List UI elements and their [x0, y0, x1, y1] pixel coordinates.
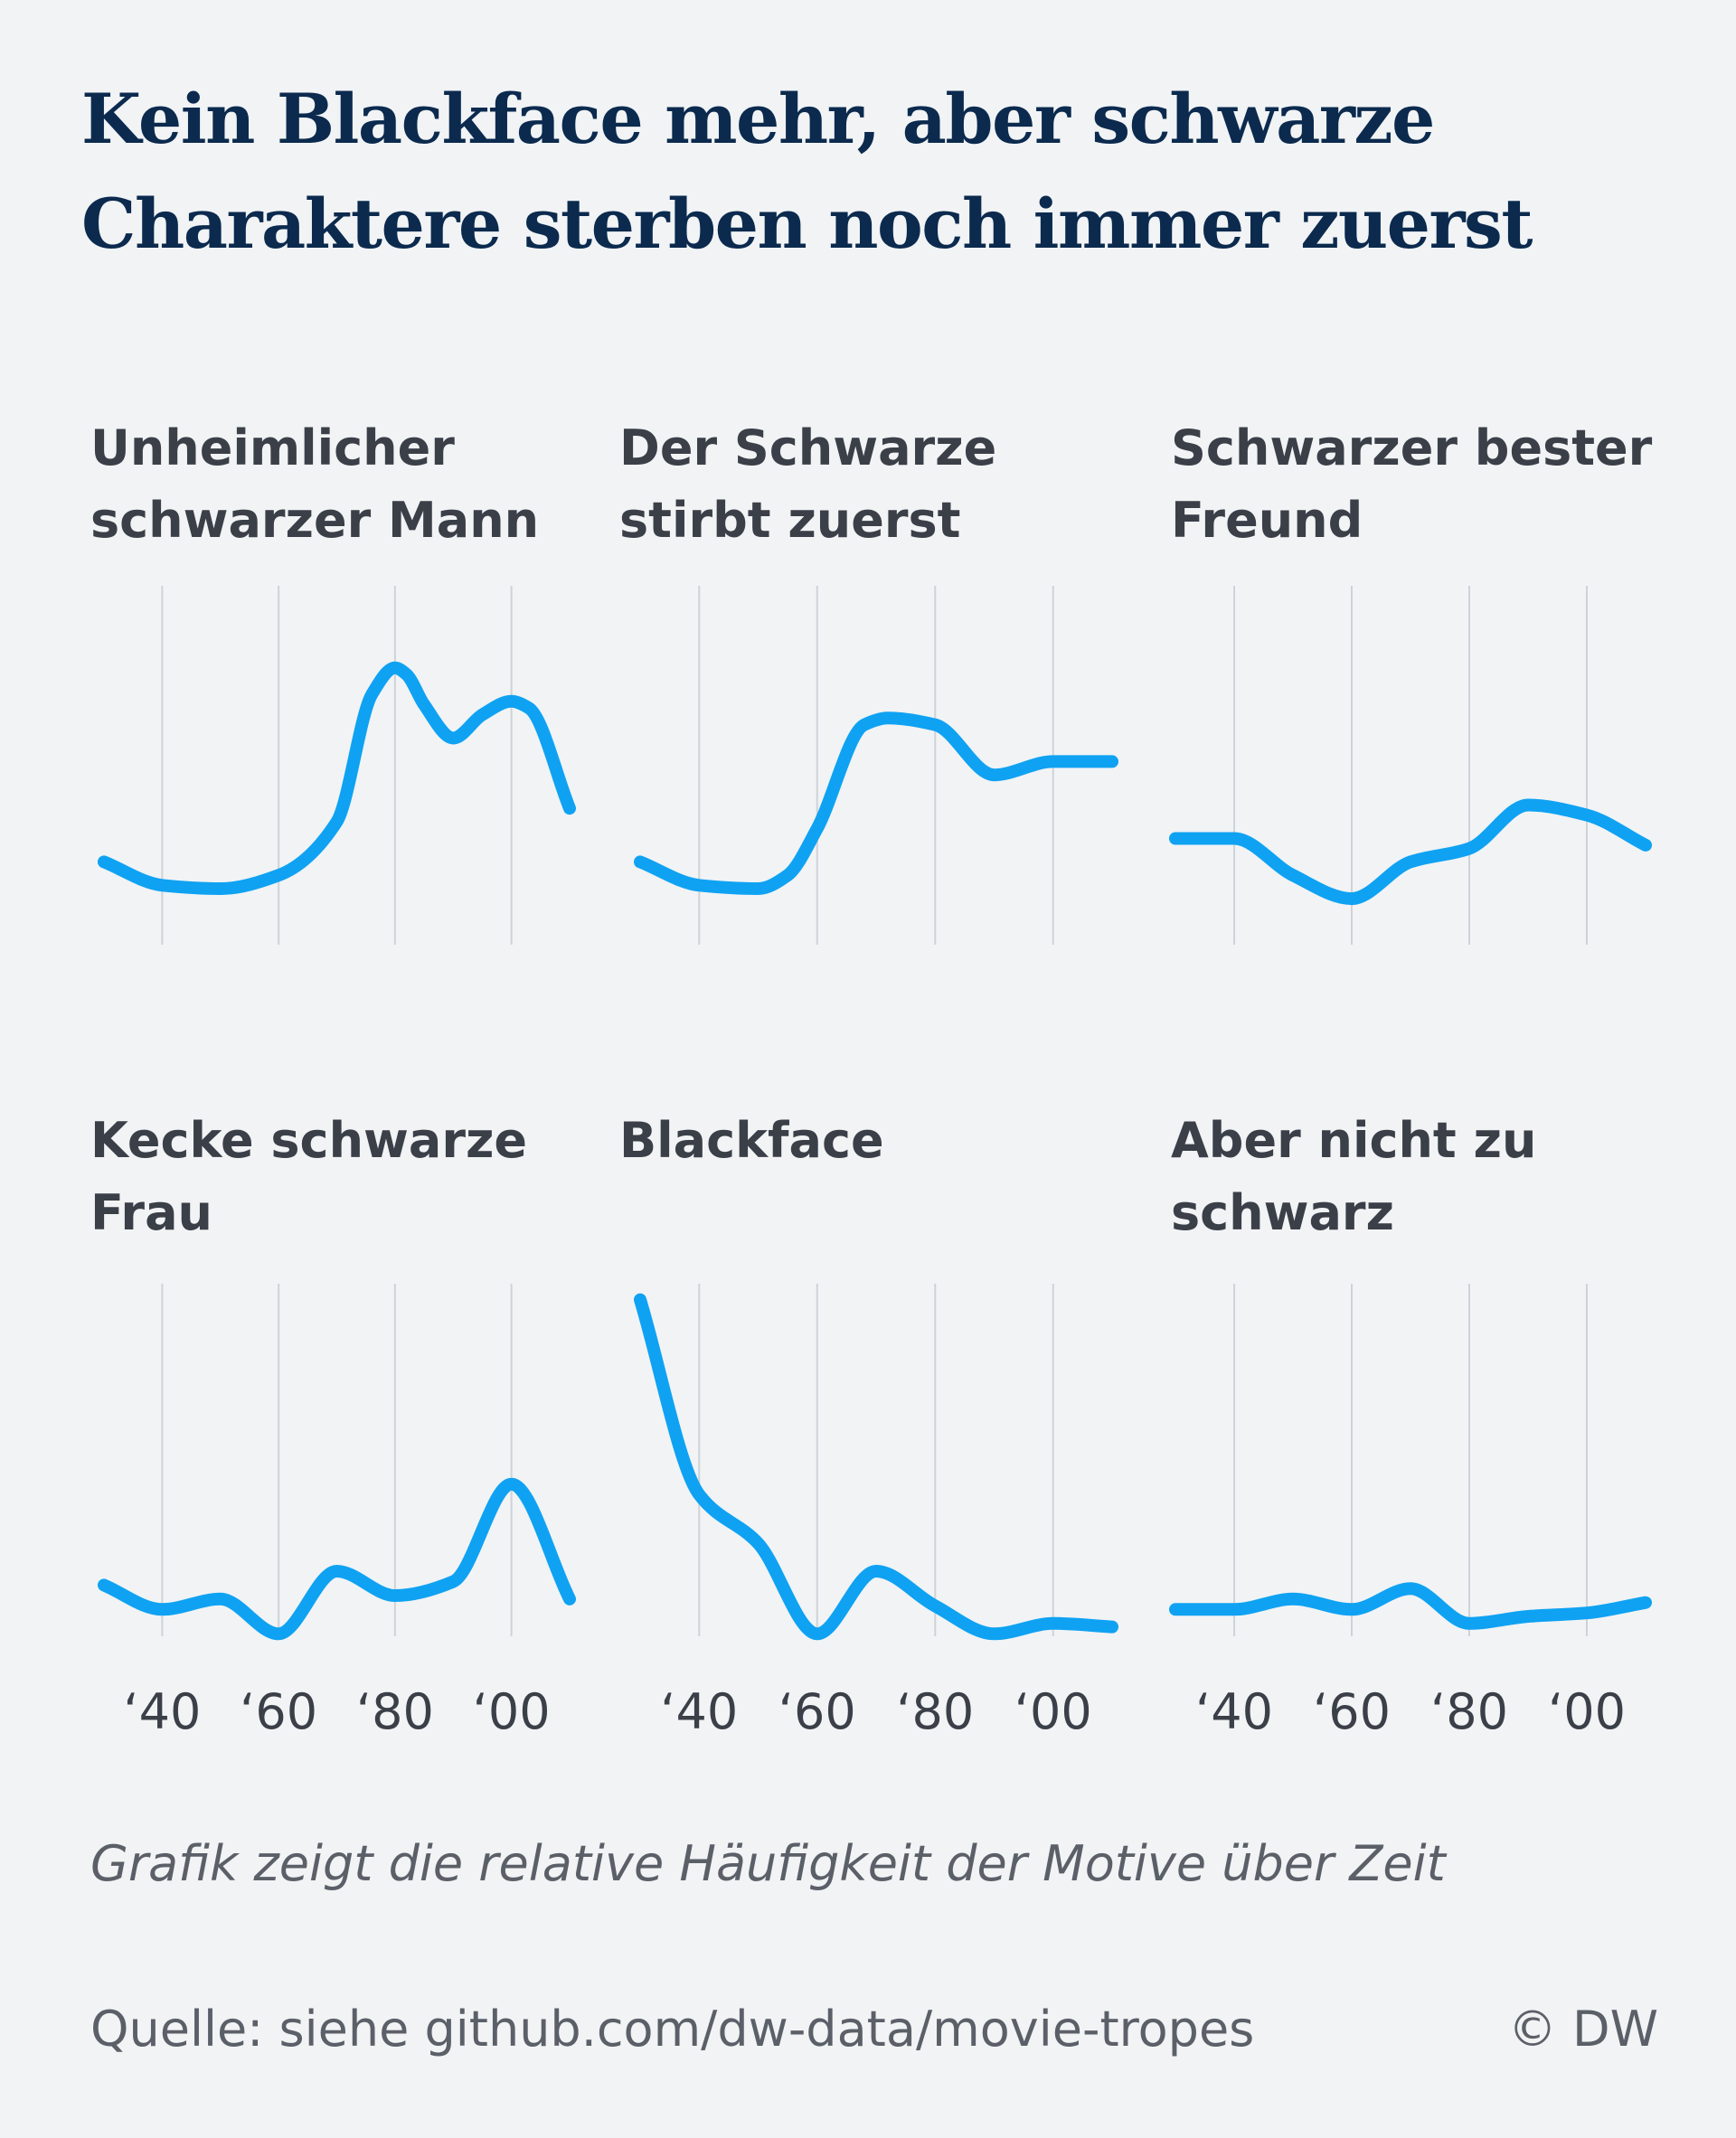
series-line [98, 1477, 576, 1641]
chart-title-line-1: Kein Blackface mehr, aber schwarze [81, 79, 1435, 159]
chart-panel-2: Der Schwarze stirbt zuerst [619, 419, 1118, 945]
x-tick-label: ‘60 [240, 1683, 317, 1740]
x-tick-label: ‘40 [660, 1683, 738, 1740]
chart-panel-1: Unheimlicher schwarzer Mann [90, 419, 576, 945]
panel-title-line: Frau [90, 1184, 212, 1241]
panel-title-line: Schwarzer bester [1171, 419, 1653, 476]
chart-panel-6: Aber nicht zu schwarz ‘40 ‘60 ‘80 ‘00 [1169, 1112, 1652, 1740]
panel-title-line: Der Schwarze [619, 419, 996, 476]
source-link[interactable]: Quelle: siehe github.com/dw-data/movie-t… [90, 2001, 1255, 2058]
x-tick-label: ‘80 [356, 1683, 434, 1740]
x-tick-label: ‘60 [778, 1683, 856, 1740]
x-tick-label: ‘00 [473, 1683, 551, 1740]
series-line [98, 661, 576, 895]
chart-panel-5: Blackface ‘40 ‘60 ‘80 ‘00 [619, 1112, 1118, 1740]
series-line [1169, 1582, 1652, 1630]
panel-title-line: Aber nicht zu [1171, 1112, 1536, 1169]
series-line [1169, 798, 1652, 906]
panel-title-line: Unheimlicher [90, 419, 455, 476]
x-tick-label: ‘40 [123, 1683, 201, 1740]
x-tick-label: ‘00 [1548, 1683, 1626, 1740]
chart-title-line-2: Charaktere sterben noch immer zuerst [81, 184, 1533, 264]
copyright-credit: © DW [1507, 2001, 1658, 2058]
x-tick-label: ‘80 [896, 1683, 974, 1740]
series-line [634, 1293, 1118, 1641]
panel-title-line: Blackface [619, 1112, 884, 1169]
panel-title-line: stirbt zuerst [619, 492, 960, 549]
panel-title-line: schwarz [1171, 1184, 1394, 1241]
panel-title-line: Kecke schwarze [90, 1112, 527, 1169]
panel-title-line: Freund [1171, 492, 1363, 549]
chart-title: Kein Blackface mehr, aber schwarze Chara… [81, 67, 1673, 277]
series-line [634, 711, 1118, 895]
x-tick-label: ‘40 [1195, 1683, 1273, 1740]
chart-panel-4: Kecke schwarze Frau ‘40 ‘60 ‘80 ‘00 [90, 1112, 576, 1740]
chart-note: Grafik zeigt die relative Häufigkeit der… [90, 1835, 1446, 1892]
x-tick-label: ‘00 [1014, 1683, 1092, 1740]
x-tick-label: ‘80 [1430, 1683, 1508, 1740]
panel-title-line: schwarzer Mann [90, 492, 539, 549]
x-tick-label: ‘60 [1313, 1683, 1391, 1740]
chart-panel-3: Schwarzer bester Freund [1169, 419, 1653, 945]
